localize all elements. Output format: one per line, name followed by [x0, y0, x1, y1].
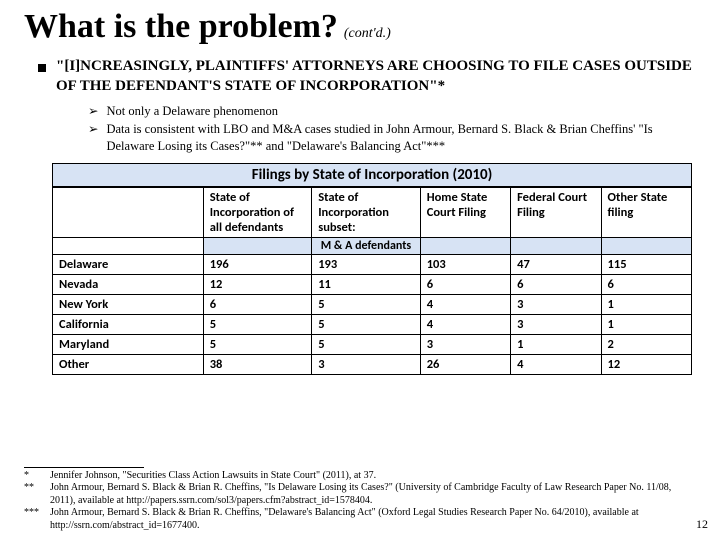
footnote-mark: **: [24, 482, 46, 507]
table-cell: 38: [203, 355, 312, 375]
footnote-mark: *: [24, 470, 46, 483]
footnote: * Jennifer Johnson, "Securities Class Ac…: [24, 470, 696, 483]
table-cell: 1: [511, 335, 601, 355]
table-cell: 5: [203, 315, 312, 335]
table-cell: New York: [53, 295, 204, 315]
table-cell: 6: [420, 275, 510, 295]
table-cell: 26: [420, 355, 510, 375]
table-cell: [203, 238, 312, 255]
table-band-row: M & A defendants: [53, 238, 692, 255]
table-cell: [53, 238, 204, 255]
arrow-icon: ➢: [88, 103, 98, 120]
table-cell: 4: [420, 295, 510, 315]
table-cell: 3: [420, 335, 510, 355]
table-cell: 5: [312, 335, 421, 355]
table-row: Other38326412: [53, 355, 692, 375]
table-cell: 6: [601, 275, 691, 295]
table-row: Maryland55312: [53, 335, 692, 355]
table-cell: 3: [511, 315, 601, 335]
table-cell: 4: [511, 355, 601, 375]
table-header: State of Incorporation subset:: [312, 188, 421, 238]
main-bullet: "[I]NCREASINGLY, PLAINTIFFS' ATTORNEYS A…: [24, 56, 696, 97]
footnote-text: Jennifer Johnson, "Securities Class Acti…: [50, 470, 376, 483]
table-cell: 11: [312, 275, 421, 295]
table-cell: 3: [511, 295, 601, 315]
table-cell: 5: [203, 335, 312, 355]
table-cell: 193: [312, 255, 421, 275]
footnote: ** John Armour, Bernard S. Black & Brian…: [24, 482, 696, 507]
footnote-text: John Armour, Bernard S. Black & Brian R.…: [50, 507, 696, 532]
table-cell: [601, 238, 691, 255]
main-bullet-text: "[I]NCREASINGLY, PLAINTIFFS' ATTORNEYS A…: [56, 56, 696, 97]
table-cell: [511, 238, 601, 255]
footnote-text: John Armour, Bernard S. Black & Brian R.…: [50, 482, 696, 507]
table-row: New York65431: [53, 295, 692, 315]
table-header-row: State of Incorporation of all defendants…: [53, 188, 692, 238]
table-header: Federal Court Filing: [511, 188, 601, 238]
sub-bullet-text: Data is consistent with LBO and M&A case…: [106, 121, 696, 155]
table-cell: 4: [420, 315, 510, 335]
table-header: [53, 188, 204, 238]
continued-label: (cont'd.): [344, 26, 391, 42]
table-cell: Maryland: [53, 335, 204, 355]
table-cell: California: [53, 315, 204, 335]
table-cell: M & A defendants: [312, 238, 421, 255]
bullet-square-icon: [38, 64, 46, 72]
slide-title: What is the problem?: [24, 8, 338, 46]
table-header: State of Incorporation of all defendants: [203, 188, 312, 238]
footnote-rule: [24, 467, 144, 468]
table-title: Filings by State of Incorporation (2010): [52, 163, 692, 187]
sub-bullet-text: Not only a Delaware phenomenon: [106, 103, 277, 120]
table-cell: 6: [203, 295, 312, 315]
table-cell: 2: [601, 335, 691, 355]
table-cell: 115: [601, 255, 691, 275]
arrow-icon: ➢: [88, 121, 98, 155]
sub-bullet: ➢ Data is consistent with LBO and M&A ca…: [88, 121, 696, 155]
table-cell: 3: [312, 355, 421, 375]
table-header: Other State filing: [601, 188, 691, 238]
table-cell: Nevada: [53, 275, 204, 295]
filings-table: State of Incorporation of all defendants…: [52, 187, 692, 375]
table-cell: 1: [601, 315, 691, 335]
table-cell: 5: [312, 295, 421, 315]
table-cell: [420, 238, 510, 255]
page-number: 12: [696, 517, 708, 532]
table-cell: 5: [312, 315, 421, 335]
table-cell: 196: [203, 255, 312, 275]
table-row: California55431: [53, 315, 692, 335]
table-cell: Other: [53, 355, 204, 375]
footnote-mark: ***: [24, 507, 46, 532]
footnote: *** John Armour, Bernard S. Black & Bria…: [24, 507, 696, 532]
table-cell: 1: [601, 295, 691, 315]
sub-bullet: ➢ Not only a Delaware phenomenon: [88, 103, 696, 120]
footnotes: * Jennifer Johnson, "Securities Class Ac…: [24, 467, 696, 533]
filings-table-figure: Filings by State of Incorporation (2010)…: [52, 163, 696, 375]
table-cell: 47: [511, 255, 601, 275]
table-cell: 12: [203, 275, 312, 295]
table-cell: Delaware: [53, 255, 204, 275]
table-row: Delaware19619310347115: [53, 255, 692, 275]
table-cell: 12: [601, 355, 691, 375]
table-cell: 103: [420, 255, 510, 275]
table-cell: 6: [511, 275, 601, 295]
table-header: Home State Court Filing: [420, 188, 510, 238]
table-row: Nevada1211666: [53, 275, 692, 295]
